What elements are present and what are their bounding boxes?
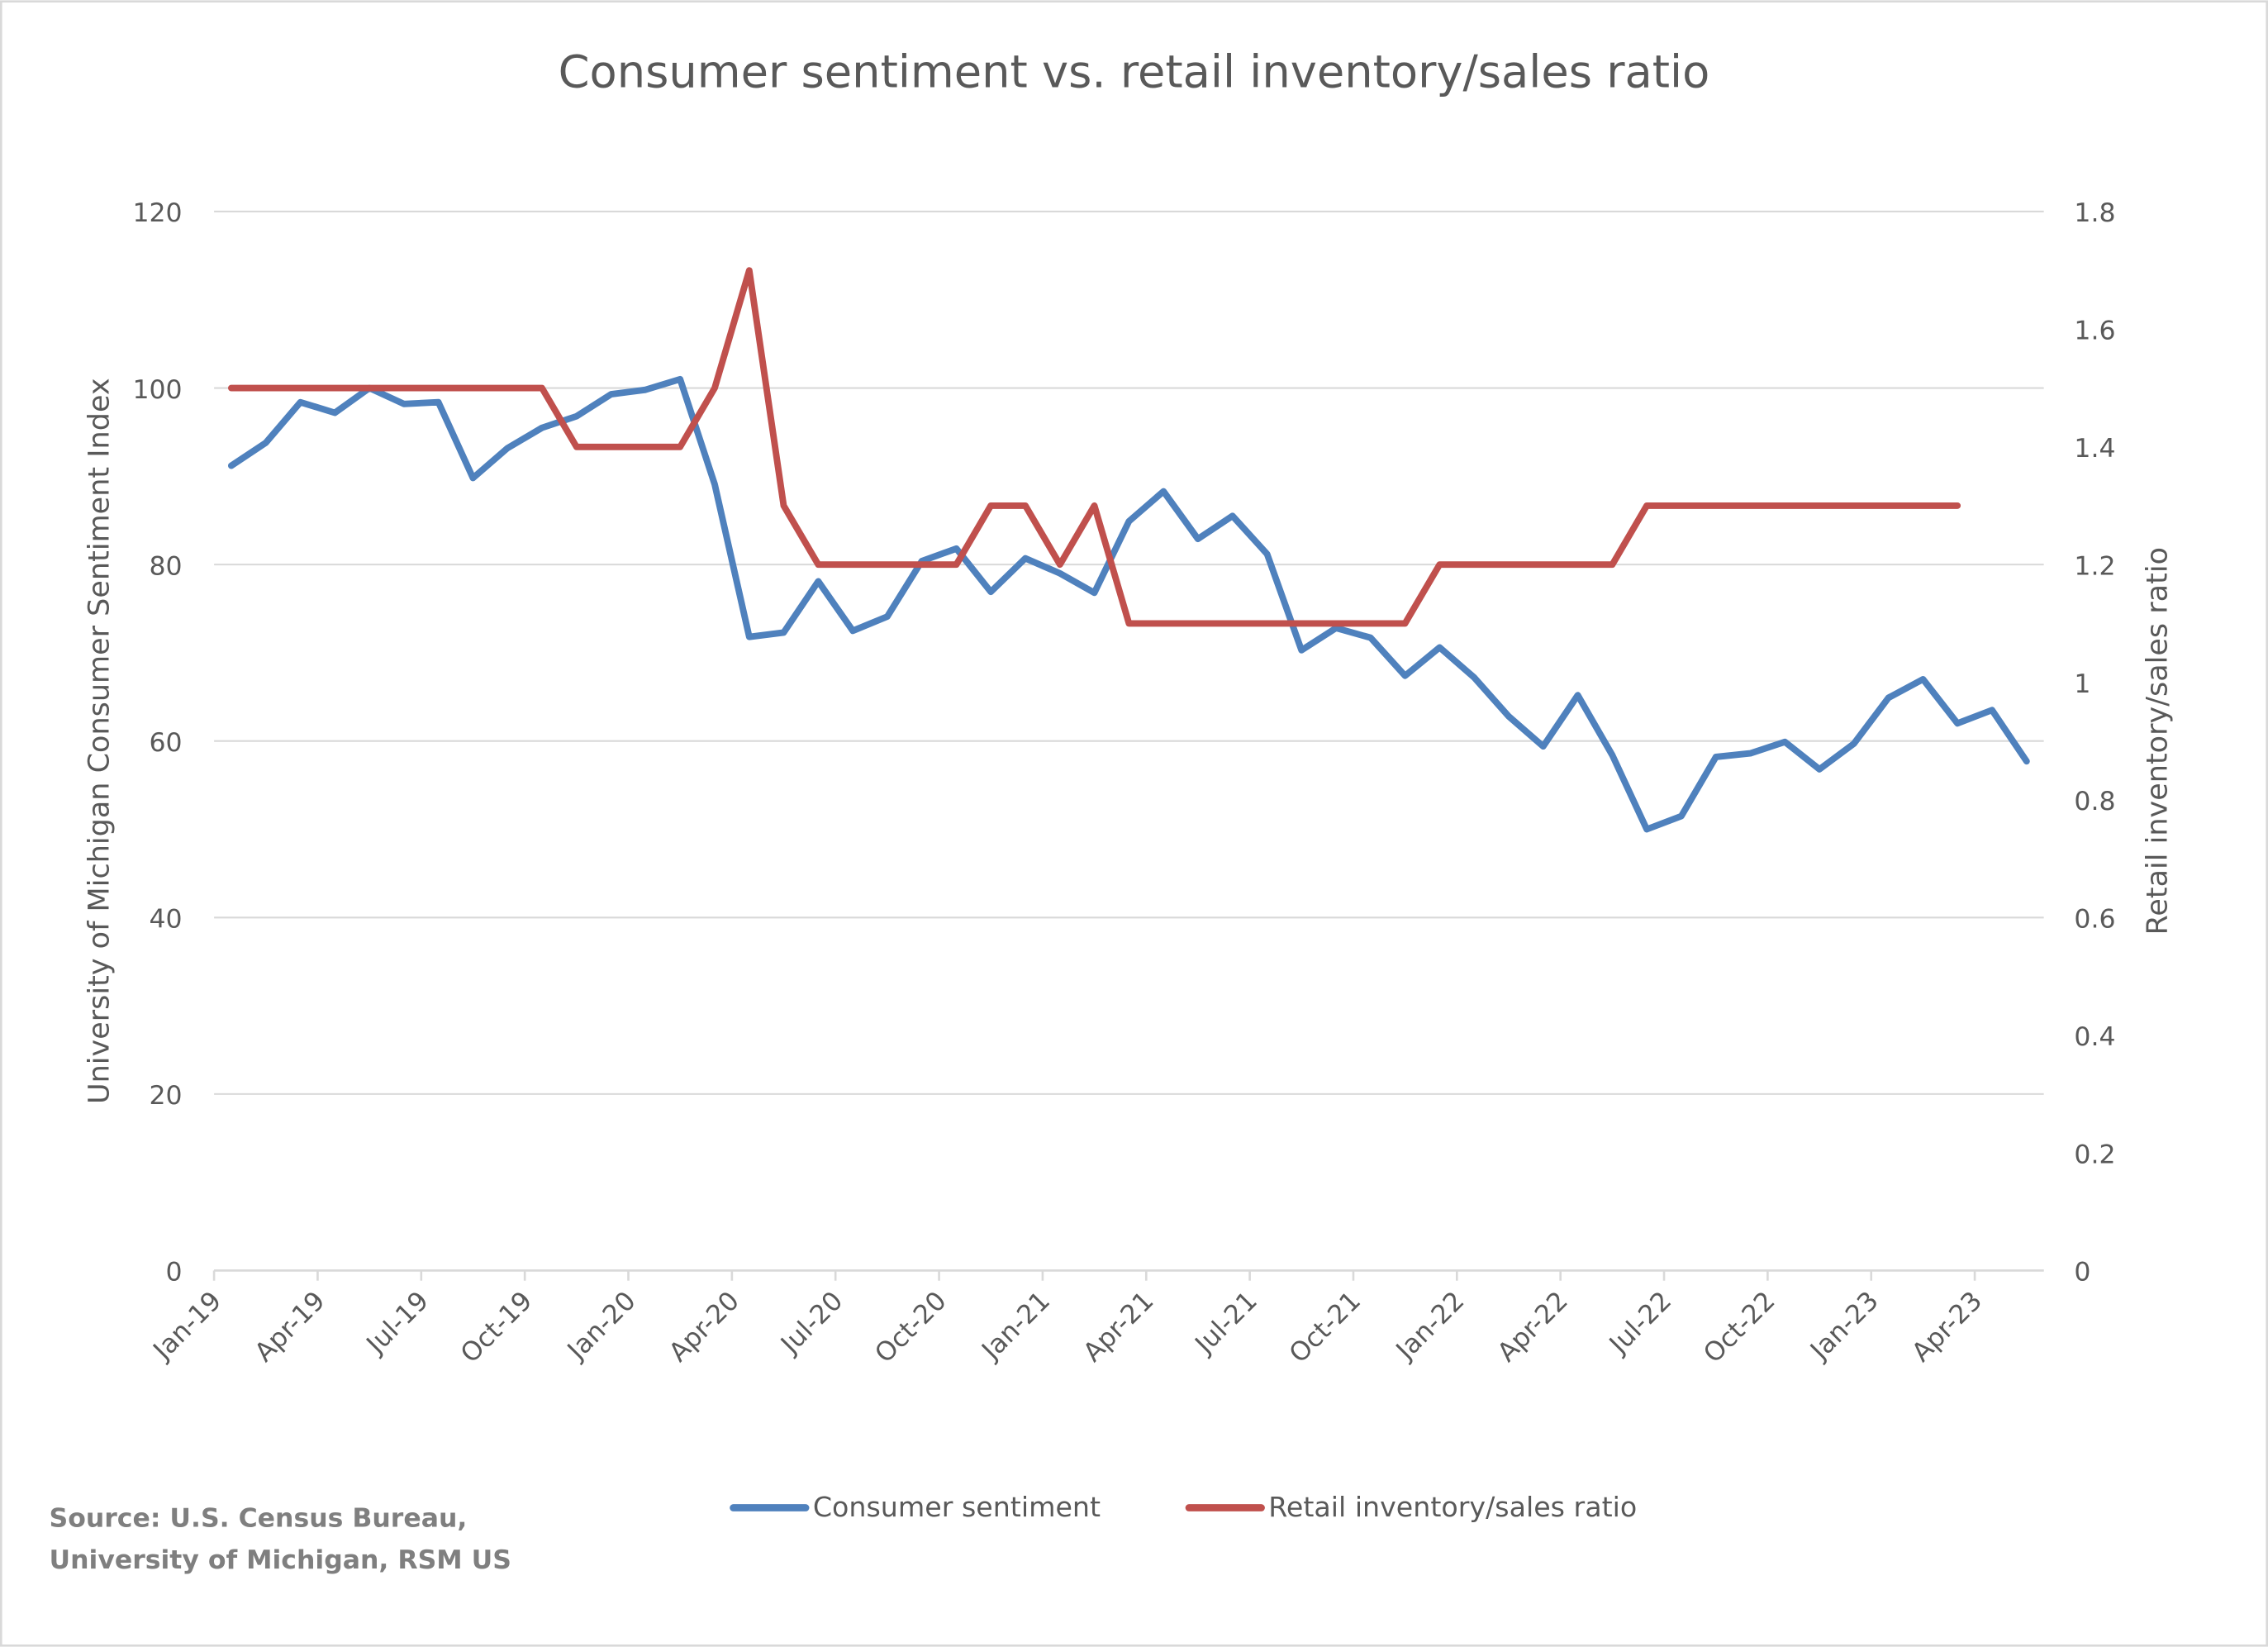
- right-tick-label: 0.6: [2074, 905, 2115, 935]
- right-axis-title: Retail inventory/sales ratio: [2141, 547, 2174, 935]
- right-tick-label: 1.8: [2074, 198, 2115, 228]
- left-axis-title: University of Michigan Consumer Sentimen…: [83, 378, 116, 1104]
- left-tick-label: 80: [149, 551, 182, 581]
- right-tick-label: 0.2: [2074, 1140, 2115, 1169]
- legend-label-retail-ratio: Retail inventory/sales ratio: [1268, 1491, 1637, 1523]
- right-tick-label: 0: [2074, 1258, 2090, 1288]
- left-tick-label: 20: [149, 1081, 182, 1111]
- right-tick-label: 1.2: [2074, 551, 2115, 581]
- right-tick-label: 1: [2074, 669, 2090, 699]
- source-note-line2: University of Michigan, RSM US: [50, 1545, 511, 1575]
- right-tick-label: 0.4: [2074, 1022, 2115, 1052]
- left-tick-label: 120: [132, 198, 182, 228]
- source-note-line1: Source: U.S. Census Bureau,: [50, 1503, 468, 1533]
- right-tick-label: 1.6: [2074, 317, 2115, 346]
- chart-title: Consumer sentiment vs. retail inventory/…: [559, 45, 1710, 98]
- left-tick-label: 40: [149, 905, 182, 935]
- legend: Consumer sentiment Retail inventory/sale…: [730, 1491, 1637, 1523]
- right-axis-ticks: 0 0.2 0.4 0.6 0.8 1 1.2 1.4 1.6 1.8: [2074, 198, 2115, 1287]
- left-axis-ticks: 0 20 40 60 80 100 120: [132, 198, 182, 1287]
- left-tick-label: 100: [132, 375, 182, 405]
- left-tick-label: 0: [166, 1258, 183, 1288]
- left-tick-label: 60: [149, 728, 182, 758]
- legend-label-consumer-sentiment: Consumer sentiment: [813, 1491, 1101, 1523]
- right-tick-label: 1.4: [2074, 434, 2115, 464]
- right-tick-label: 0.8: [2074, 787, 2115, 816]
- series-lines: [227, 267, 2030, 833]
